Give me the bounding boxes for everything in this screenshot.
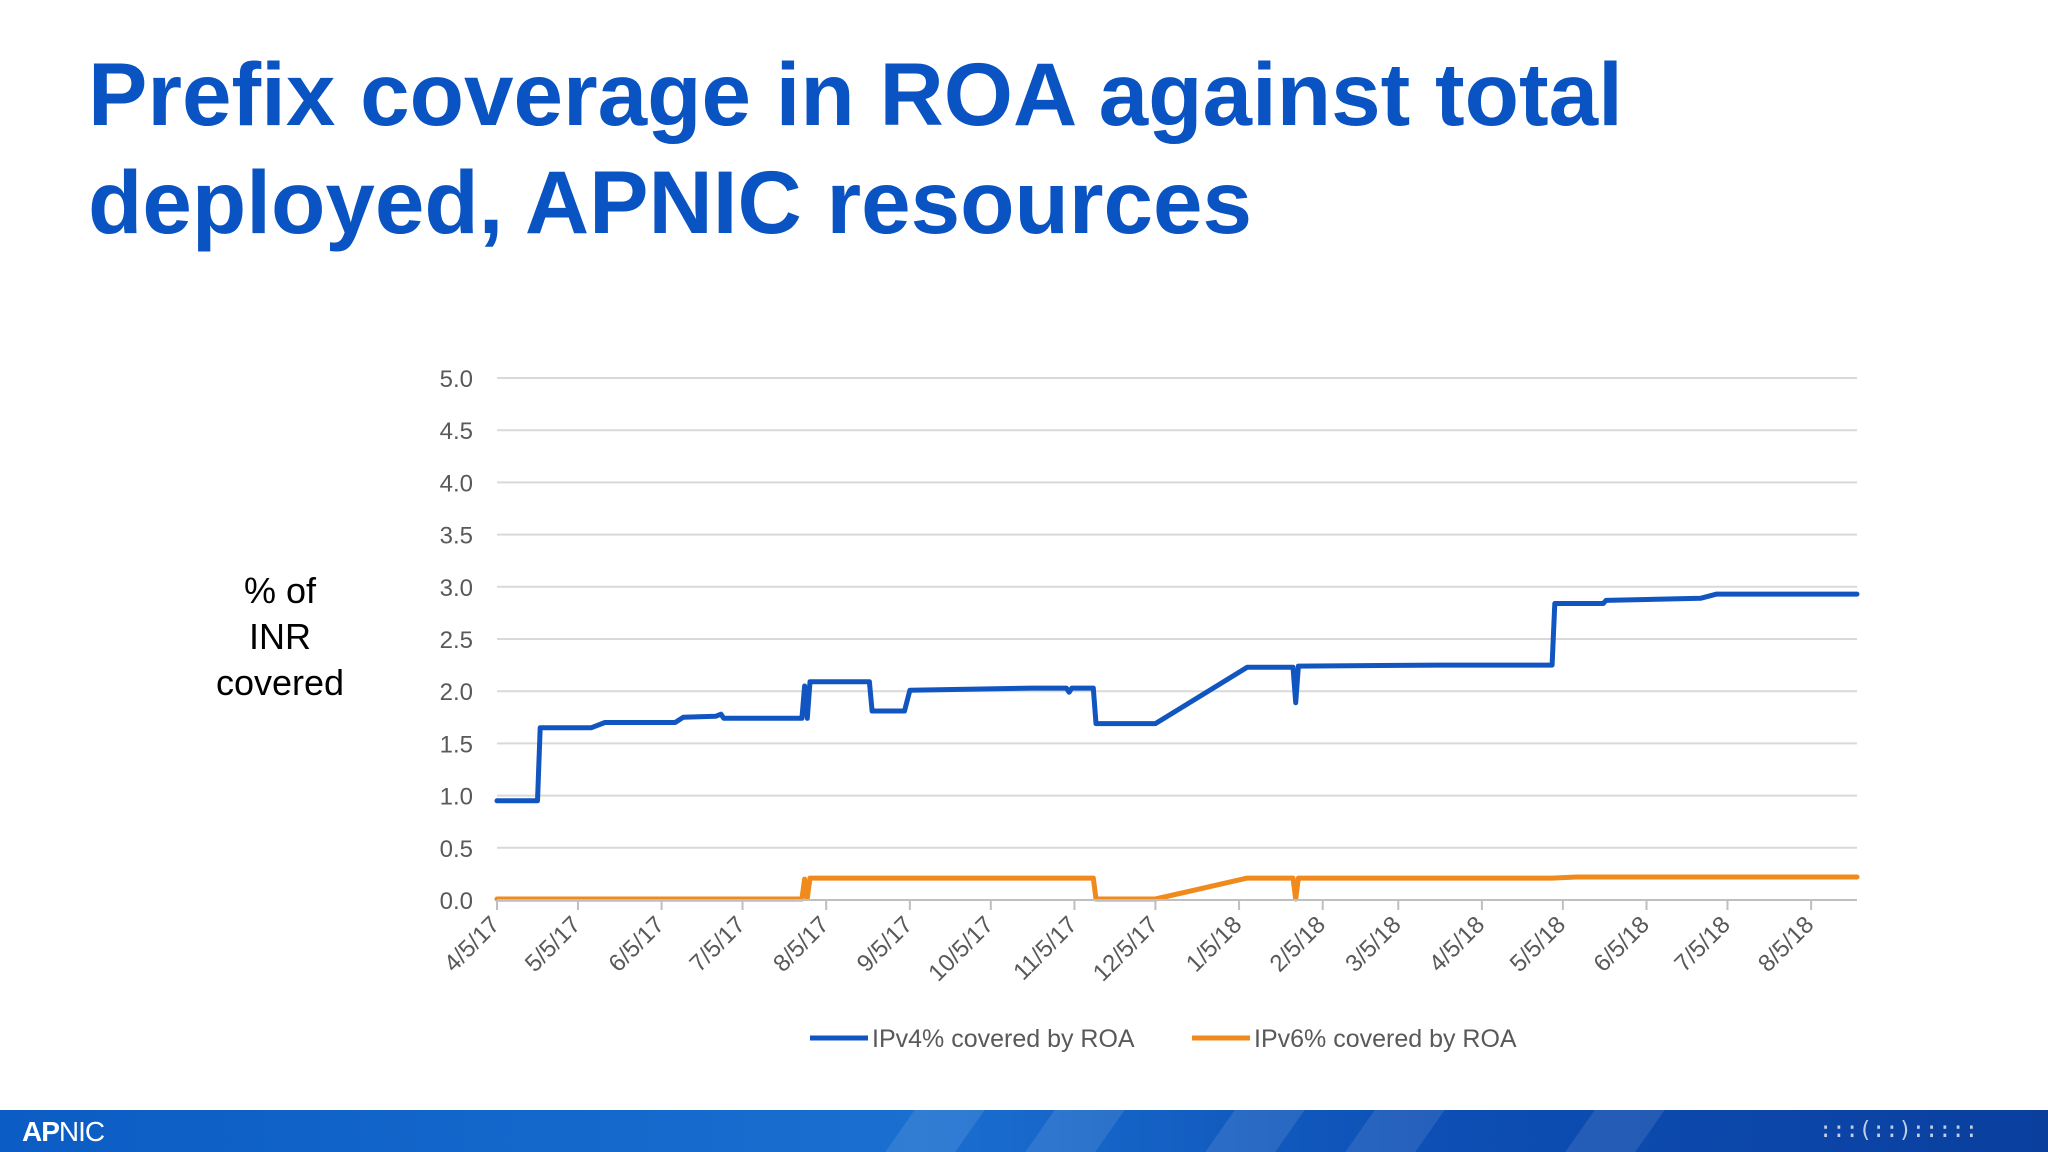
y-tick-label: 5.0 [440, 366, 473, 393]
x-tick-label: 6/5/17 [604, 911, 670, 977]
y-tick-label: 1.0 [440, 784, 473, 811]
x-tick-label: 8/5/18 [1753, 911, 1819, 977]
legend-item-ipv4-label: IPv4% covered by ROA [872, 1025, 1135, 1053]
x-tick-label: 1/5/18 [1181, 911, 1247, 977]
x-tick-label: 6/5/18 [1588, 911, 1654, 977]
axis-layer: 0.00.51.01.52.02.53.03.54.04.55.04/5/17 5… [439, 366, 1857, 987]
y-tick-label: 1.5 [440, 731, 473, 758]
y-tick-label: 3.0 [440, 575, 473, 602]
footer-stripe [1025, 1110, 1125, 1152]
y-tick-label: 3.5 [440, 523, 473, 550]
y-axis-label-line: % of [243, 570, 317, 611]
y-tick-label: 0.0 [440, 888, 473, 915]
ipv6-logo-icon: :::(::)::::: [1819, 1118, 1978, 1143]
x-tick-label: 2/5/18 [1265, 911, 1331, 977]
x-tick-label: 10/5/17 [923, 911, 999, 987]
x-tick-label: 7/5/17 [685, 911, 751, 977]
legend-item-ipv6-label: IPv6% covered by ROA [1254, 1025, 1517, 1053]
footer-stripe [1205, 1110, 1305, 1152]
ipv4-series-line [494, 591, 1860, 804]
x-tick-label: 11/5/17 [1008, 911, 1082, 985]
x-tick-label: 5/5/17 [520, 911, 586, 977]
grid-layer [497, 377, 1857, 849]
y-tick-label: 0.5 [440, 836, 473, 863]
x-tick-label: 4/5/18 [1424, 911, 1490, 977]
ipv6-series-line [494, 874, 1860, 902]
y-tick-label: 2.0 [440, 679, 473, 706]
logo-bold-text: AP [22, 1116, 60, 1147]
y-axis-label: % of INR covered [195, 568, 365, 706]
y-axis-label-line: INR [249, 616, 311, 657]
slide-title: Prefix coverage in ROA against total dep… [88, 44, 1623, 252]
x-tick-label: 9/5/17 [852, 911, 918, 977]
y-tick-label: 4.5 [440, 418, 473, 445]
line-chart: 0.00.51.01.52.02.53.03.54.04.55.04/5/17 5… [439, 366, 1860, 1053]
y-tick-label: 2.5 [440, 627, 473, 654]
footer-bar: APNIC :::(::)::::: [0, 1110, 2048, 1152]
footer-stripe [1565, 1110, 1665, 1152]
y-axis-label-line: covered [215, 662, 345, 703]
x-tick-label: 7/5/18 [1669, 911, 1735, 977]
y-tick-label: 4.0 [440, 470, 473, 497]
x-tick-label: 12/5/17 [1088, 911, 1164, 987]
legend: IPv4% covered by ROA IPv6% covered by ROA [810, 1025, 1517, 1053]
apnic-logo[interactable]: APNIC [22, 1116, 105, 1148]
footer-stripe [1345, 1110, 1445, 1152]
logo-rest-text: NIC [58, 1116, 105, 1147]
x-tick-label: 8/5/17 [768, 911, 834, 977]
footer-stripe [885, 1110, 985, 1152]
x-tick-label: 3/5/18 [1340, 911, 1406, 977]
x-tick-label: 4/5/17 [439, 911, 505, 977]
x-tick-label: 5/5/18 [1505, 911, 1571, 977]
